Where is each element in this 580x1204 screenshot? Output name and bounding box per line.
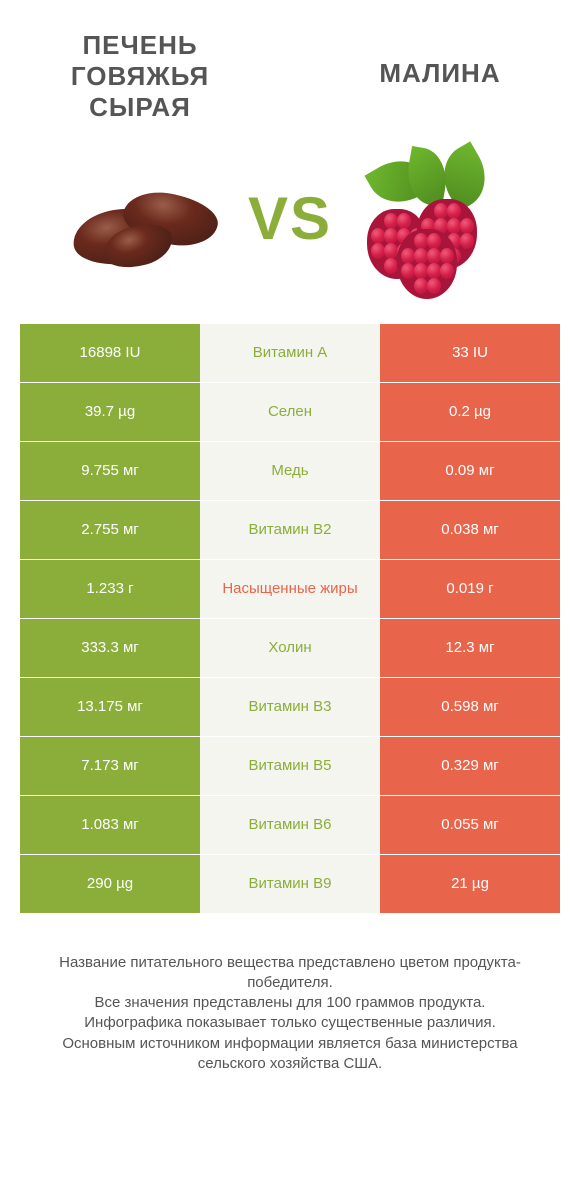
drupelet (397, 213, 411, 229)
value-left: 13.175 мг (20, 678, 200, 736)
footer-line: Инфографика показывает только существенн… (30, 1013, 550, 1033)
drupelet (384, 213, 398, 229)
nutrient-name: Витамин B3 (200, 678, 380, 736)
drupelet (447, 203, 461, 219)
table-row: 9.755 мгМедь0.09 мг (20, 442, 560, 500)
vs-row: VS (0, 154, 580, 284)
drupelet (371, 243, 385, 259)
value-right: 0.055 мг (380, 796, 560, 854)
drupelet (460, 233, 474, 249)
drupelet (384, 228, 398, 244)
footer-text: Название питательного вещества представл… (30, 953, 550, 1075)
table-row: 290 µgВитамин B921 µg (20, 855, 560, 913)
drupelet (414, 263, 428, 279)
drupelet (414, 233, 428, 249)
nutrient-name: Витамин B6 (200, 796, 380, 854)
drupelet (427, 248, 441, 264)
nutrient-name: Витамин A (200, 324, 380, 382)
value-right: 0.598 мг (380, 678, 560, 736)
liver-image (63, 154, 233, 284)
drupelet (447, 218, 461, 234)
nutrient-name: Витамин B9 (200, 855, 380, 913)
footer-line: Название питательного вещества представл… (30, 953, 550, 994)
value-right: 0.038 мг (380, 501, 560, 559)
drupelet (427, 233, 441, 249)
value-left: 2.755 мг (20, 501, 200, 559)
value-right: 12.3 мг (380, 619, 560, 677)
nutrient-name: Насыщенные жиры (200, 560, 380, 618)
table-row: 1.083 мгВитамин B60.055 мг (20, 796, 560, 854)
raspberry-image (347, 154, 517, 284)
value-left: 333.3 мг (20, 619, 200, 677)
drupelet (401, 263, 415, 279)
value-left: 1.083 мг (20, 796, 200, 854)
value-right: 0.329 мг (380, 737, 560, 795)
drupelet (371, 228, 385, 244)
table-row: 2.755 мгВитамин B20.038 мг (20, 501, 560, 559)
drupelet (427, 263, 441, 279)
value-right: 21 µg (380, 855, 560, 913)
value-left: 1.233 г (20, 560, 200, 618)
value-left: 39.7 µg (20, 383, 200, 441)
table-row: 16898 IUВитамин A33 IU (20, 324, 560, 382)
table-row: 13.175 мгВитамин B30.598 мг (20, 678, 560, 736)
title-right: МАЛИНА (340, 30, 540, 89)
value-left: 290 µg (20, 855, 200, 913)
drupelet (414, 248, 428, 264)
liver-illustration (68, 164, 228, 274)
drupelet (414, 278, 428, 294)
table-row: 333.3 мгХолин12.3 мг (20, 619, 560, 677)
comparison-table: 16898 IUВитамин A33 IU39.7 µgСелен0.2 µg… (20, 324, 560, 913)
drupelet (440, 248, 454, 264)
drupelet (384, 258, 398, 274)
drupelet (384, 243, 398, 259)
nutrient-name: Витамин B5 (200, 737, 380, 795)
value-right: 0.019 г (380, 560, 560, 618)
raspberry-illustration (352, 154, 512, 284)
value-right: 0.2 µg (380, 383, 560, 441)
table-row: 1.233 гНасыщенные жиры0.019 г (20, 560, 560, 618)
value-right: 33 IU (380, 324, 560, 382)
drupelet (440, 263, 454, 279)
drupelet (434, 203, 448, 219)
vs-label: VS (248, 184, 332, 253)
title-left: ПЕЧЕНЬ ГОВЯЖЬЯ СЫРАЯ (40, 30, 240, 124)
header: ПЕЧЕНЬ ГОВЯЖЬЯ СЫРАЯ МАЛИНА (0, 0, 580, 134)
value-left: 9.755 мг (20, 442, 200, 500)
nutrient-name: Медь (200, 442, 380, 500)
table-row: 39.7 µgСелен0.2 µg (20, 383, 560, 441)
footer-line: Все значения представлены для 100 граммо… (30, 993, 550, 1013)
value-right: 0.09 мг (380, 442, 560, 500)
table-row: 7.173 мгВитамин B50.329 мг (20, 737, 560, 795)
value-left: 7.173 мг (20, 737, 200, 795)
drupelet (427, 278, 441, 294)
drupelet (460, 218, 474, 234)
nutrient-name: Витамин B2 (200, 501, 380, 559)
nutrient-name: Селен (200, 383, 380, 441)
nutrient-name: Холин (200, 619, 380, 677)
footer-line: Основным источником информации является … (30, 1034, 550, 1075)
value-left: 16898 IU (20, 324, 200, 382)
drupelet (401, 248, 415, 264)
